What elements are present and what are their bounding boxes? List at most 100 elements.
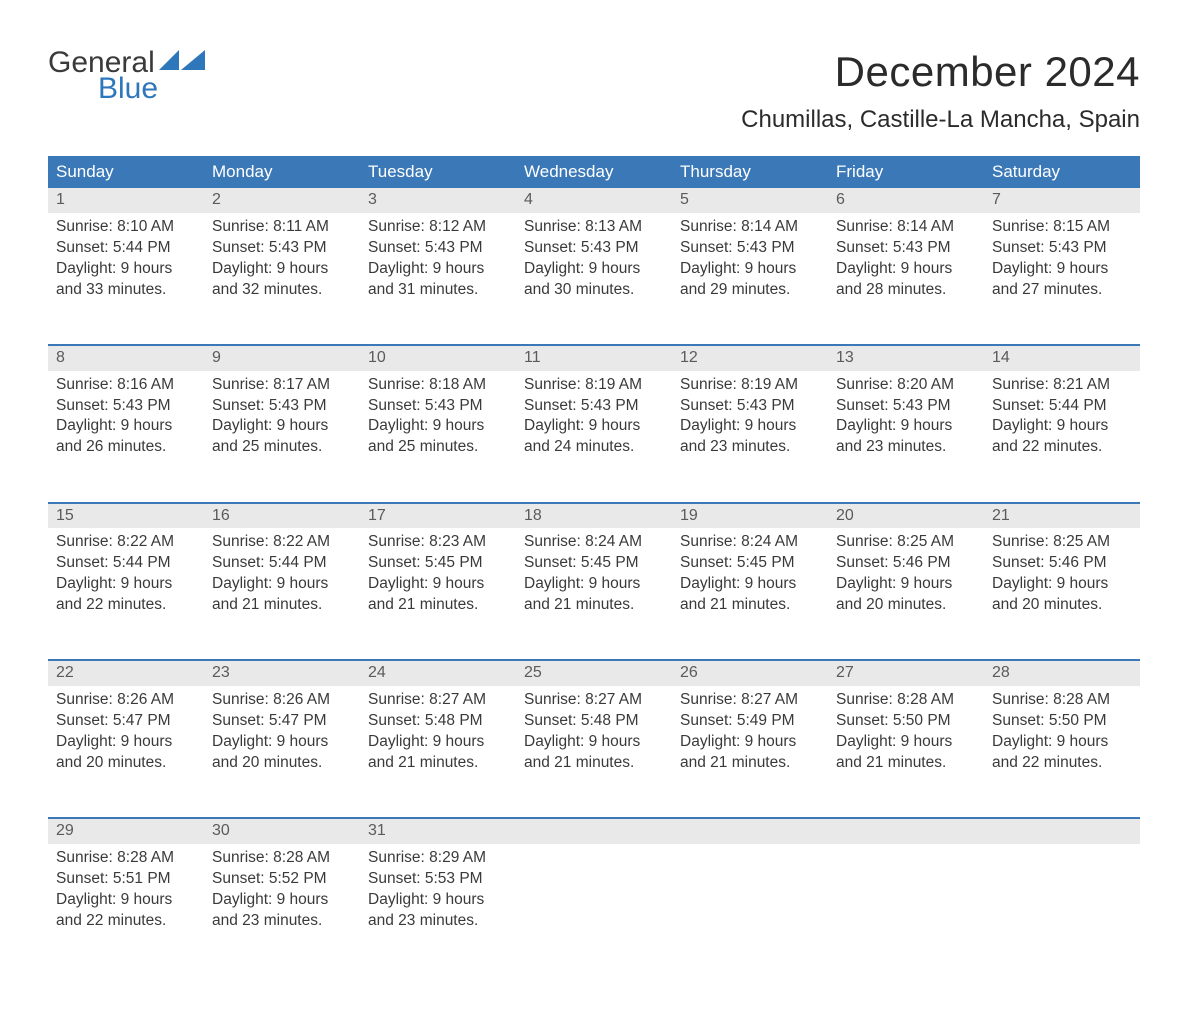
- d2-line: and 24 minutes.: [524, 437, 664, 458]
- sunset-line: Sunset: 5:43 PM: [212, 238, 352, 259]
- day-body: Sunrise: 8:19 AMSunset: 5:43 PMDaylight:…: [672, 371, 828, 467]
- day-cell: Sunrise: 8:15 AMSunset: 5:43 PMDaylight:…: [984, 213, 1140, 345]
- sunrise-line: Sunrise: 8:12 AM: [368, 217, 508, 238]
- daynum-cell: 22: [48, 661, 204, 686]
- daynum-cell: 17: [360, 504, 516, 529]
- sunrise-line: Sunrise: 8:11 AM: [212, 217, 352, 238]
- day-number: 9: [204, 346, 360, 371]
- week-row: Sunrise: 8:26 AMSunset: 5:47 PMDaylight:…: [48, 686, 1140, 818]
- d2-line: and 21 minutes.: [368, 753, 508, 774]
- logo-triangle-icon: [159, 50, 207, 76]
- daynum-cell: [516, 819, 672, 844]
- sunset-line: Sunset: 5:49 PM: [680, 711, 820, 732]
- d1-line: Daylight: 9 hours: [524, 259, 664, 280]
- d1-line: Daylight: 9 hours: [212, 416, 352, 437]
- daynum-cell: 19: [672, 504, 828, 529]
- d1-line: Daylight: 9 hours: [524, 574, 664, 595]
- day-cell: Sunrise: 8:17 AMSunset: 5:43 PMDaylight:…: [204, 371, 360, 503]
- day-number: 11: [516, 346, 672, 371]
- day-body: Sunrise: 8:26 AMSunset: 5:47 PMDaylight:…: [48, 686, 204, 782]
- d2-line: and 21 minutes.: [368, 595, 508, 616]
- sunset-line: Sunset: 5:44 PM: [212, 553, 352, 574]
- day-cell: Sunrise: 8:22 AMSunset: 5:44 PMDaylight:…: [204, 528, 360, 660]
- day-number: 28: [984, 661, 1140, 686]
- day-body: Sunrise: 8:15 AMSunset: 5:43 PMDaylight:…: [984, 213, 1140, 309]
- day-number: 13: [828, 346, 984, 371]
- day-body: Sunrise: 8:25 AMSunset: 5:46 PMDaylight:…: [828, 528, 984, 624]
- d2-line: and 33 minutes.: [56, 280, 196, 301]
- sunset-line: Sunset: 5:46 PM: [836, 553, 976, 574]
- daynum-cell: 21: [984, 504, 1140, 529]
- week-row: Sunrise: 8:22 AMSunset: 5:44 PMDaylight:…: [48, 528, 1140, 660]
- d1-line: Daylight: 9 hours: [992, 259, 1132, 280]
- d2-line: and 27 minutes.: [992, 280, 1132, 301]
- d2-line: and 32 minutes.: [212, 280, 352, 301]
- daynum-cell: 14: [984, 346, 1140, 371]
- location: Chumillas, Castille-La Mancha, Spain: [741, 106, 1140, 134]
- sunrise-line: Sunrise: 8:26 AM: [212, 690, 352, 711]
- weekday-header: Tuesday: [360, 156, 516, 188]
- day-cell: Sunrise: 8:27 AMSunset: 5:48 PMDaylight:…: [360, 686, 516, 818]
- day-number: 20: [828, 504, 984, 529]
- d2-line: and 23 minutes.: [680, 437, 820, 458]
- day-body: Sunrise: 8:10 AMSunset: 5:44 PMDaylight:…: [48, 213, 204, 309]
- daynum-cell: 25: [516, 661, 672, 686]
- day-cell: Sunrise: 8:13 AMSunset: 5:43 PMDaylight:…: [516, 213, 672, 345]
- sunrise-line: Sunrise: 8:21 AM: [992, 375, 1132, 396]
- d1-line: Daylight: 9 hours: [212, 574, 352, 595]
- daynum-row: 1234567: [48, 188, 1140, 213]
- sunrise-line: Sunrise: 8:16 AM: [56, 375, 196, 396]
- sunset-line: Sunset: 5:44 PM: [56, 238, 196, 259]
- day-body: Sunrise: 8:19 AMSunset: 5:43 PMDaylight:…: [516, 371, 672, 467]
- d1-line: Daylight: 9 hours: [992, 732, 1132, 753]
- sunrise-line: Sunrise: 8:28 AM: [992, 690, 1132, 711]
- day-cell: Sunrise: 8:18 AMSunset: 5:43 PMDaylight:…: [360, 371, 516, 503]
- d1-line: Daylight: 9 hours: [992, 574, 1132, 595]
- d2-line: and 29 minutes.: [680, 280, 820, 301]
- day-body: Sunrise: 8:14 AMSunset: 5:43 PMDaylight:…: [828, 213, 984, 309]
- d2-line: and 23 minutes.: [212, 911, 352, 932]
- day-number: 23: [204, 661, 360, 686]
- day-number: 3: [360, 188, 516, 213]
- daynum-cell: 29: [48, 819, 204, 844]
- daynum-cell: 6: [828, 188, 984, 213]
- d2-line: and 23 minutes.: [368, 911, 508, 932]
- sunset-line: Sunset: 5:46 PM: [992, 553, 1132, 574]
- d1-line: Daylight: 9 hours: [56, 416, 196, 437]
- sunrise-line: Sunrise: 8:28 AM: [56, 848, 196, 869]
- day-number: 22: [48, 661, 204, 686]
- day-cell: Sunrise: 8:10 AMSunset: 5:44 PMDaylight:…: [48, 213, 204, 345]
- d1-line: Daylight: 9 hours: [836, 259, 976, 280]
- sunrise-line: Sunrise: 8:20 AM: [836, 375, 976, 396]
- day-body: Sunrise: 8:14 AMSunset: 5:43 PMDaylight:…: [672, 213, 828, 309]
- day-number: 10: [360, 346, 516, 371]
- day-body: Sunrise: 8:28 AMSunset: 5:50 PMDaylight:…: [828, 686, 984, 782]
- sunrise-line: Sunrise: 8:17 AM: [212, 375, 352, 396]
- sunset-line: Sunset: 5:43 PM: [524, 238, 664, 259]
- day-cell: Sunrise: 8:14 AMSunset: 5:43 PMDaylight:…: [828, 213, 984, 345]
- sunset-line: Sunset: 5:52 PM: [212, 869, 352, 890]
- sunrise-line: Sunrise: 8:28 AM: [836, 690, 976, 711]
- day-number: 2: [204, 188, 360, 213]
- day-body: Sunrise: 8:28 AMSunset: 5:52 PMDaylight:…: [204, 844, 360, 940]
- sunset-line: Sunset: 5:47 PM: [212, 711, 352, 732]
- day-number: 19: [672, 504, 828, 529]
- d1-line: Daylight: 9 hours: [368, 890, 508, 911]
- d2-line: and 30 minutes.: [524, 280, 664, 301]
- sunset-line: Sunset: 5:43 PM: [368, 238, 508, 259]
- daynum-cell: [828, 819, 984, 844]
- day-number: 1: [48, 188, 204, 213]
- weekday-header: Saturday: [984, 156, 1140, 188]
- d1-line: Daylight: 9 hours: [992, 416, 1132, 437]
- d1-line: Daylight: 9 hours: [212, 732, 352, 753]
- calendar: Sunday Monday Tuesday Wednesday Thursday…: [48, 156, 1140, 976]
- sunset-line: Sunset: 5:50 PM: [836, 711, 976, 732]
- logo: General Blue: [48, 48, 207, 104]
- day-body: Sunrise: 8:21 AMSunset: 5:44 PMDaylight:…: [984, 371, 1140, 467]
- sunset-line: Sunset: 5:43 PM: [212, 396, 352, 417]
- sunset-line: Sunset: 5:43 PM: [56, 396, 196, 417]
- sunrise-line: Sunrise: 8:19 AM: [524, 375, 664, 396]
- weekday-header: Monday: [204, 156, 360, 188]
- d1-line: Daylight: 9 hours: [56, 890, 196, 911]
- day-number: 14: [984, 346, 1140, 371]
